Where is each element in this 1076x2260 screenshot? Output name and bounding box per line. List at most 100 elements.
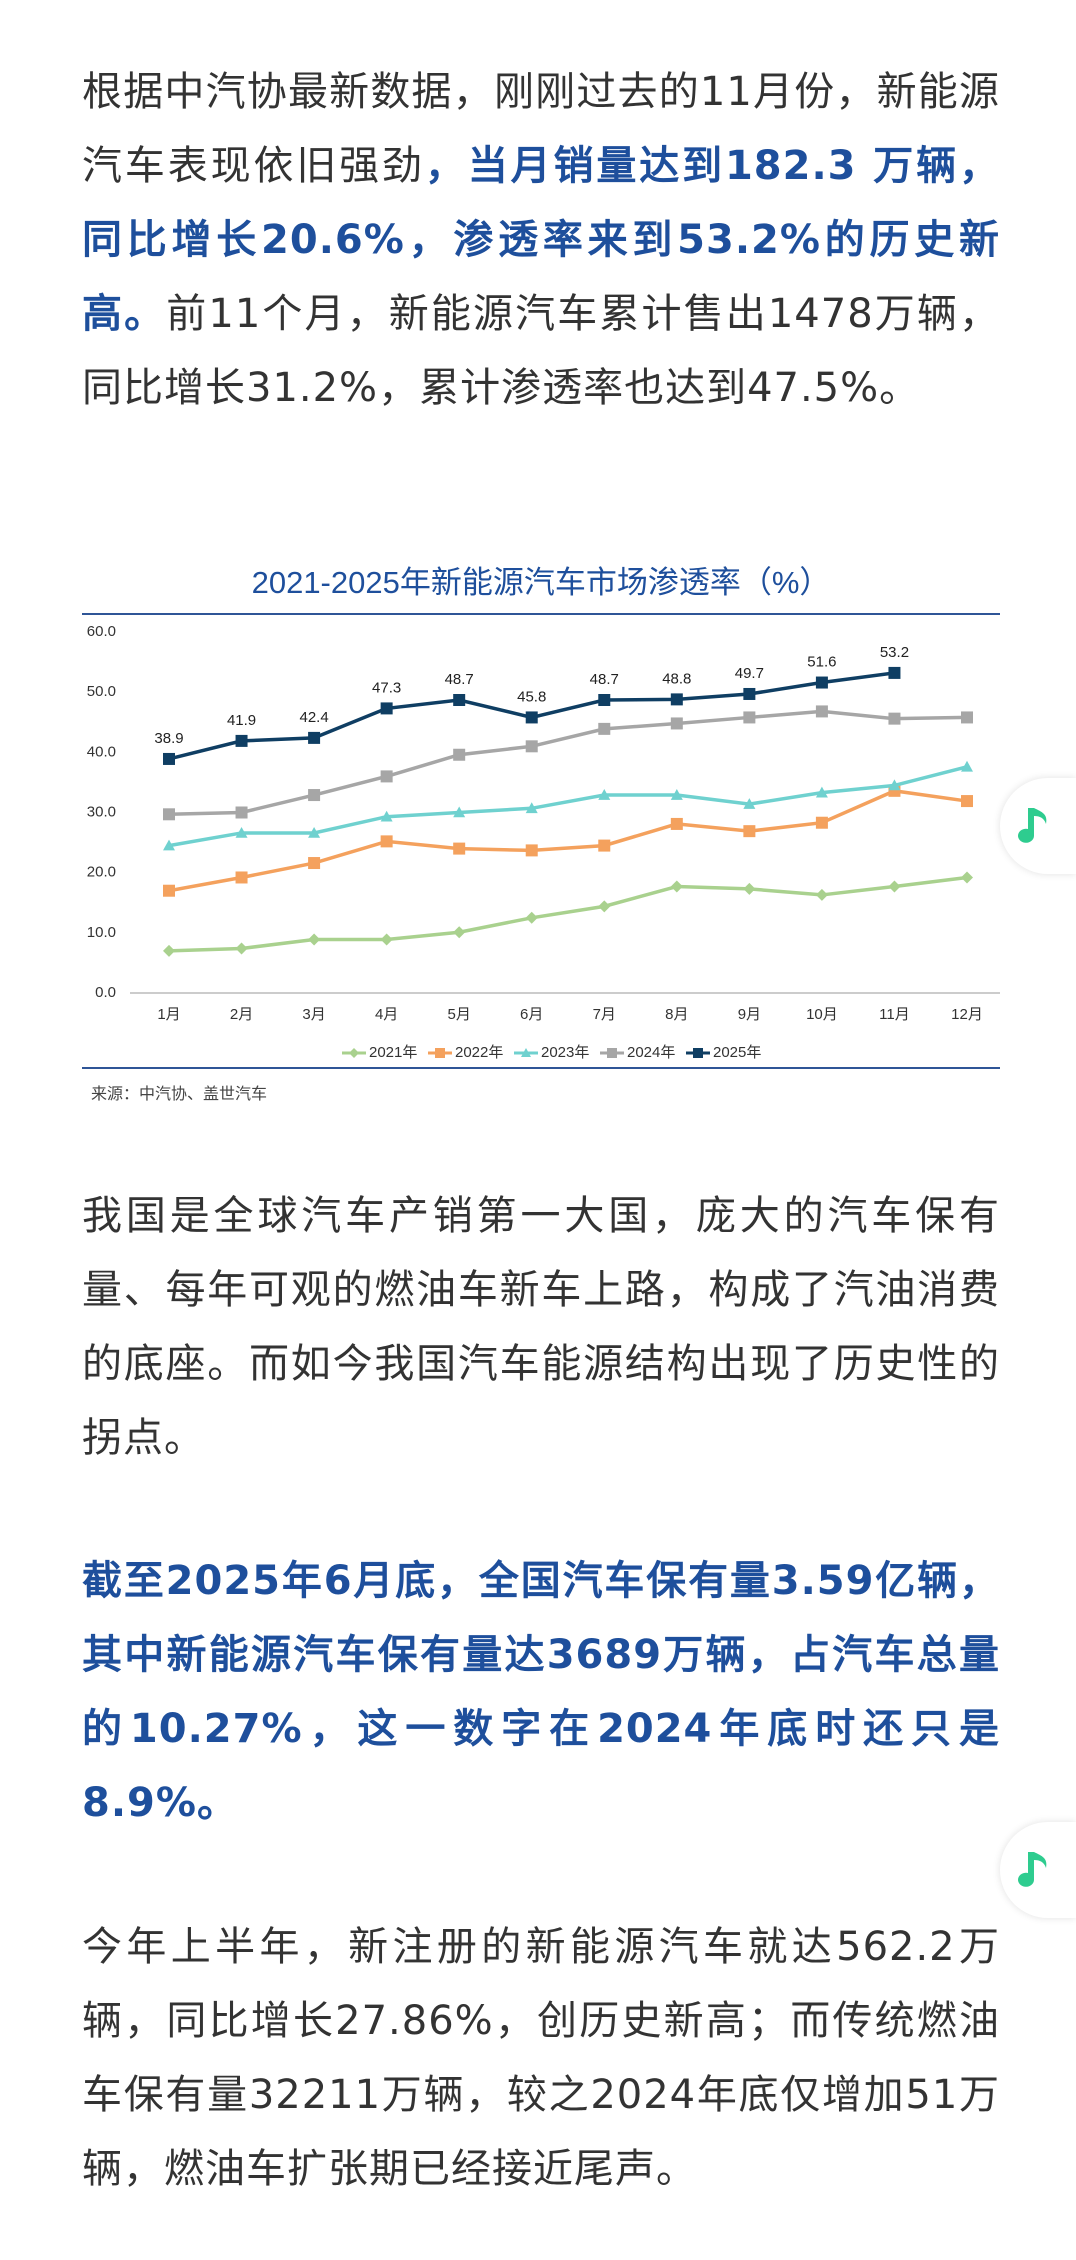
data-label: 45.8 (517, 688, 546, 705)
music-button[interactable] (1000, 778, 1076, 874)
y-tick-label: 20.0 (87, 864, 116, 881)
music-icon (1018, 808, 1047, 843)
data-point (380, 770, 393, 783)
legend-label: 2022年 (455, 1044, 503, 1061)
data-point (961, 711, 973, 724)
data-label: 41.9 (227, 712, 256, 729)
series-line (168, 709, 968, 817)
data-label: 48.7 (445, 671, 474, 688)
data-label: 47.3 (372, 679, 401, 696)
data-point (961, 795, 973, 808)
emphasis-text: 截至2025年6月底，全国汽车保有量3.59亿辆，其中新能源汽车保有量达3689… (82, 1558, 1000, 1826)
y-tick-label: 40.0 (87, 743, 116, 760)
x-tick-label: 11月 (879, 1006, 910, 1023)
data-point (380, 933, 393, 946)
data-point (598, 900, 611, 913)
data-point (815, 676, 828, 689)
data-point (670, 817, 683, 830)
x-tick-label: 5月 (448, 1006, 471, 1023)
data-point (525, 844, 538, 857)
data-label: 38.9 (154, 730, 183, 747)
series-line (168, 875, 968, 953)
data-point (888, 779, 901, 791)
y-tick-label: 10.0 (87, 924, 116, 941)
data-point (961, 760, 973, 772)
x-tick-label: 1月 (157, 1006, 180, 1023)
data-point (380, 702, 393, 715)
data-point (888, 666, 901, 679)
data-point (453, 926, 466, 939)
data-point (163, 752, 175, 765)
data-point (453, 842, 466, 855)
legend-marker (607, 1048, 617, 1058)
x-tick-label: 7月 (593, 1006, 616, 1023)
data-label: 48.8 (662, 670, 691, 687)
y-tick-label: 60.0 (87, 623, 116, 640)
paragraph: 根据中汽协最新数据，刚刚过去的11月份，新能源汽车表现依旧强劲，当月销量达到18… (82, 55, 1000, 425)
data-point (743, 825, 756, 838)
chart: 2021-2025年新能源汽车市场渗透率（%） 来源：中汽协、盖世汽车 0.0 1… (82, 565, 1000, 1103)
legend-marker (521, 1048, 531, 1057)
data-label: 48.7 (590, 671, 619, 688)
legend-marker (693, 1048, 703, 1058)
data-point (525, 911, 538, 924)
data-point (525, 711, 538, 724)
x-tick-label: 9月 (738, 1006, 761, 1023)
data-point (598, 839, 611, 852)
legend-marker (435, 1048, 445, 1058)
data-point (888, 880, 901, 893)
data-label: 51.6 (807, 654, 836, 671)
data-point (598, 693, 611, 706)
data-label: 42.4 (299, 709, 328, 726)
data-label: 49.7 (735, 665, 764, 682)
data-point (815, 705, 828, 718)
data-point (235, 826, 248, 838)
data-point (163, 884, 175, 897)
data-point (743, 711, 756, 724)
paragraph: 截至2025年6月底，全国汽车保有量3.59亿辆，其中新能源汽车保有量达3689… (82, 1544, 1000, 1840)
data-point (598, 722, 611, 735)
data-point (961, 871, 973, 884)
data-point (815, 786, 828, 798)
text: 前11个月，新能源汽车累计售出1478万辆，同比增长31.2%，累计渗透率也达到… (82, 291, 1000, 411)
legend-marker (349, 1048, 359, 1058)
paragraph: 今年上半年，新注册的新能源汽车就达562.2万辆，同比增长27.86%，创历史新… (82, 1910, 1000, 2206)
data-point (235, 806, 248, 819)
data-point (525, 740, 538, 753)
data-point (670, 789, 683, 800)
x-tick-label: 2月 (230, 1006, 253, 1023)
data-point (163, 839, 175, 851)
x-tick-label: 4月 (375, 1006, 398, 1023)
data-point (380, 835, 393, 848)
legend-label: 2021年 (369, 1044, 417, 1061)
data-point (815, 888, 828, 901)
x-tick-label: 12月 (951, 1006, 983, 1023)
data-point (453, 693, 466, 706)
x-tick-label: 6月 (520, 1006, 543, 1023)
series-line (168, 765, 968, 848)
data-point (380, 810, 393, 822)
data-point (235, 734, 248, 747)
data-point (453, 748, 466, 761)
source: 来源：中汽协、盖世汽车 (91, 1085, 267, 1103)
legend-label: 2024年 (627, 1044, 675, 1061)
emphasis-text: ，当月销量达到182.3 万辆，同比增长20.6%，渗透率来到53.2%的历史新… (82, 143, 1001, 337)
y-tick-label: 0.0 (95, 984, 116, 1001)
data-point (453, 806, 466, 818)
text: 今年上半年，新注册的新能源汽车就达562.2万辆，同比增长27.86%，创历史新… (82, 1924, 1000, 2192)
music-icon (1018, 1852, 1047, 1887)
data-point (598, 789, 611, 800)
text: 根据中汽协最新数据，刚刚过去的11月份，新能源汽车表现依旧强劲 (82, 69, 1000, 189)
data-point (670, 693, 683, 706)
data-point (888, 712, 901, 725)
data-point (670, 717, 683, 730)
data-point (308, 857, 321, 870)
data-point (163, 808, 175, 821)
x-tick-label: 10月 (806, 1006, 838, 1023)
data-point (743, 687, 756, 700)
x-tick-label: 8月 (665, 1006, 688, 1023)
data-point (815, 816, 828, 829)
music-button[interactable] (1000, 1822, 1076, 1918)
data-point (235, 871, 248, 884)
